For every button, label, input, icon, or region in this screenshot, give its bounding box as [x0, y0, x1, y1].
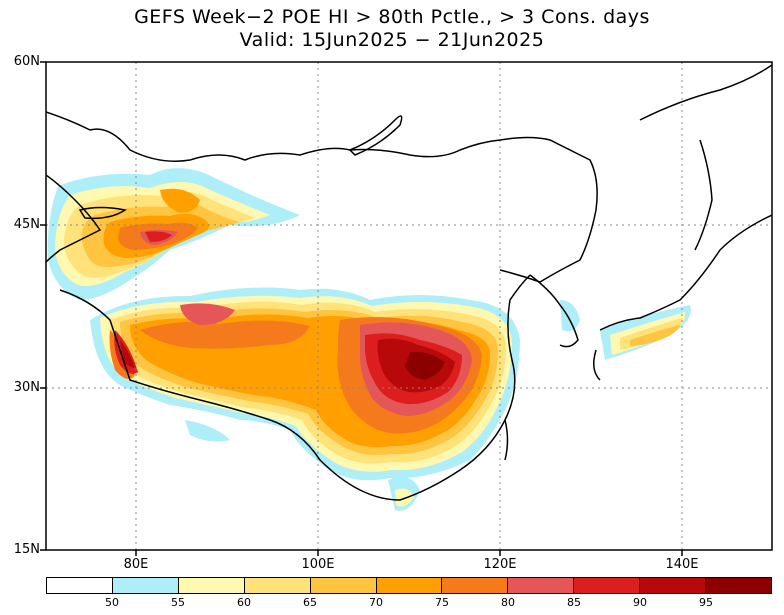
shaded-field	[47, 168, 691, 511]
colorbar-label: 55	[171, 596, 185, 609]
colorbar-label: 85	[567, 596, 581, 609]
colorbar-segment	[178, 578, 245, 593]
lon-label-120e: 120E	[483, 557, 517, 572]
colorbar-segment	[508, 578, 575, 593]
colorbar-segment	[112, 578, 179, 593]
colorbar-segment	[47, 578, 113, 593]
colorbar-label: 75	[435, 596, 449, 609]
lat-label-15n: 15N	[13, 542, 40, 557]
colorbar-label: 90	[633, 596, 647, 609]
colorbar-segment	[706, 578, 771, 593]
colorbar-label: 50	[105, 596, 119, 609]
colorbar	[46, 577, 772, 594]
lon-label-80e: 80E	[123, 557, 149, 572]
colorbar-label: 60	[237, 596, 251, 609]
lon-label-140e: 140E	[665, 557, 699, 572]
colorbar-segment	[244, 578, 311, 593]
lon-label-100e: 100E	[301, 557, 335, 572]
contour-95-plus	[405, 351, 445, 380]
colorbar-segment	[574, 578, 641, 593]
coastlines-borders	[46, 64, 772, 501]
colorbar-label: 65	[303, 596, 317, 609]
map-frame	[45, 61, 773, 551]
axis-ticks	[40, 61, 683, 556]
lat-label-45n: 45N	[13, 217, 40, 232]
map-subtitle: Valid: 15Jun2025 − 21Jun2025	[239, 29, 545, 51]
colorbar-segment	[442, 578, 509, 593]
grid-lines	[46, 62, 772, 550]
lat-label-60n: 60N	[13, 54, 40, 69]
colorbar-segment	[310, 578, 377, 593]
colorbar-label: 70	[369, 596, 383, 609]
lat-label-30n: 30N	[13, 380, 40, 395]
map-title: GEFS Week−2 POE HI > 80th Pctle., > 3 Co…	[134, 6, 650, 28]
colorbar-label: 95	[699, 596, 713, 609]
colorbar-segment	[640, 578, 707, 593]
colorbar-label: 80	[501, 596, 515, 609]
colorbar-segment	[376, 578, 443, 593]
